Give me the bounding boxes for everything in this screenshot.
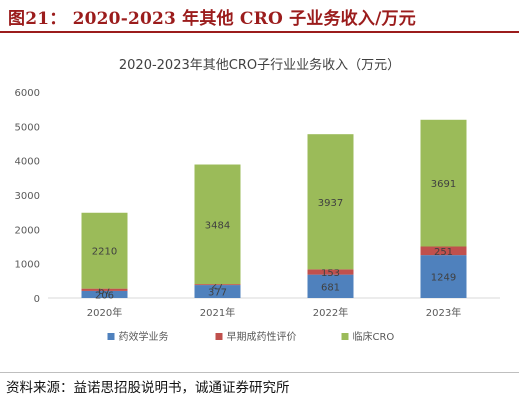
bar-segment [194,284,241,286]
header-divider [0,31,519,33]
figure-header: 图21： 2020-2023 年其他 CRO 子业务收入/万元 [0,0,519,34]
figure-title: 图21： 2020-2023 年其他 CRO 子业务收入/万元 [8,9,416,29]
data-label: 3691 [431,179,456,190]
legend-label: 早期成药性评价 [227,330,297,343]
y-tick-label: 1000 [15,260,40,271]
bar-segment [194,164,241,285]
data-label: 681 [321,282,340,293]
bar-segment [420,119,467,247]
bar-segment [194,285,241,298]
bar-segment [420,255,467,298]
y-tick-label: 0 [34,294,40,305]
x-tick-label: 2023年 [426,306,461,319]
data-label: 153 [321,268,340,279]
data-label: 206 [95,290,114,301]
y-tick-label: 4000 [15,157,40,168]
chart-title: 2020-2023年其他CRO子行业业务收入（万元） [118,58,401,73]
data-label: 67 [98,286,111,297]
legend-label: 药效学业务 [119,330,169,343]
source-divider [0,372,519,373]
bar-segment [307,269,354,275]
bar-segment [420,246,467,256]
y-tick-label: 3000 [15,191,40,202]
legend-label: 临床CRO [353,330,395,343]
bar-segment [81,290,128,298]
legend-swatch [341,333,349,340]
data-label: 2210 [92,247,117,258]
data-label: 27 [211,281,224,292]
y-tick-label: 5000 [15,122,40,133]
bar-segment [307,134,354,270]
bar-segment [81,212,128,289]
x-tick-label: 2021年 [200,306,235,319]
x-tick-label: 2020年 [87,306,122,319]
y-tick-label: 6000 [15,88,40,99]
chart-area: 2020-2023年其他CRO子行业业务收入（万元） 0 1000 2000 3000… [0,40,519,368]
bar-segment [307,274,354,298]
data-label: 3937 [318,198,343,209]
source-note: 资料来源：益诺思招股说明书，诚通证券研究所 [6,380,290,396]
legend-swatch [215,333,223,340]
data-label: 1249 [431,273,456,284]
y-tick-label: 2000 [15,225,40,236]
data-label: 3484 [205,220,230,231]
bar-segment [81,288,128,291]
legend-swatch [107,333,115,340]
x-tick-label: 2022年 [313,306,348,319]
data-label: 251 [434,247,453,258]
data-label: 377 [208,288,227,299]
